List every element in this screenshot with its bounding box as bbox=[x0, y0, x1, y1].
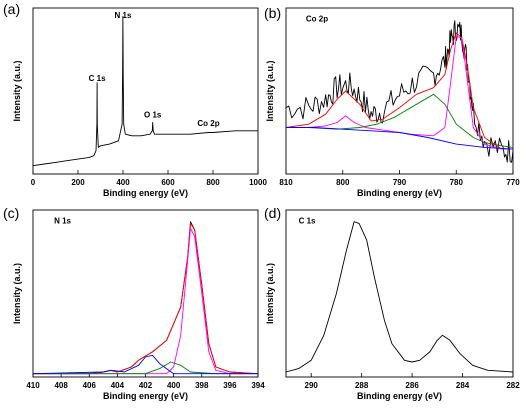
panel-c-x-tick-label: 406 bbox=[83, 381, 97, 390]
panel-b-x-tick-label: 800 bbox=[336, 178, 350, 187]
panel-c-annotation-n1s: N 1s bbox=[54, 216, 71, 225]
panel-b-annotation-co2p: Co 2p bbox=[306, 14, 328, 23]
panel-c-series-1 bbox=[33, 221, 259, 375]
panel-c-x-tick-label: 408 bbox=[54, 381, 68, 390]
panel-c: (c) Binding energy (eV) Intensity (a.u.)… bbox=[3, 205, 265, 401]
panel-a-y-title: Intensity (a.u.) bbox=[12, 60, 22, 121]
panel-d-series-1 bbox=[285, 221, 514, 373]
panel-d-x-tick-label: 282 bbox=[506, 381, 520, 390]
panel-d-letter: (d) bbox=[264, 205, 281, 221]
panel-b-series-1 bbox=[285, 20, 514, 163]
panel-c-series-5 bbox=[32, 354, 258, 375]
panel-c-x-tick-label: 394 bbox=[251, 381, 265, 390]
panel-a-x-title: Binding energy (eV) bbox=[103, 188, 188, 198]
panel-a-x-tick-label: 0 bbox=[31, 178, 36, 187]
panel-a-frame bbox=[32, 7, 259, 175]
panel-c-x-tick-label: 398 bbox=[195, 381, 209, 390]
panel-a-letter: (a) bbox=[3, 1, 20, 17]
panel-c-x-tick-label: 402 bbox=[139, 381, 153, 390]
panel-a-x-tick-label: 400 bbox=[116, 178, 130, 187]
panel-d: (d) Binding energy (eV) Intensity (a.u.)… bbox=[264, 205, 520, 401]
panel-b-series-2 bbox=[285, 32, 513, 150]
panel-b-y-title: Intensity (a.u.) bbox=[265, 60, 275, 121]
panel-b-series-5 bbox=[286, 127, 514, 150]
panel-c-letter: (c) bbox=[3, 205, 19, 221]
panel-b-x-tick-label: 810 bbox=[279, 178, 293, 187]
panel-c-series-3 bbox=[33, 227, 258, 375]
panel-c-x-tick-label: 400 bbox=[167, 381, 181, 390]
panel-d-x-tick-label: 286 bbox=[405, 381, 419, 390]
panel-b-series-4 bbox=[286, 93, 514, 148]
panel-a-x-tick-label: 600 bbox=[161, 178, 175, 187]
panel-c-y-title: Intensity (a.u.) bbox=[12, 263, 22, 324]
panel-a-annotation-c1s: C 1s bbox=[89, 74, 106, 83]
panel-d-y-title: Intensity (a.u.) bbox=[265, 263, 275, 324]
panel-d-x-tick-label: 284 bbox=[456, 381, 470, 390]
panel-b-x-tick-label: 780 bbox=[450, 178, 464, 187]
panel-b-frame bbox=[285, 7, 514, 175]
panel-a-annotation-n1s: N 1s bbox=[115, 11, 132, 20]
panel-c-x-tick-label: 410 bbox=[26, 381, 40, 390]
panel-c-frame bbox=[32, 209, 259, 378]
panel-d-x-tick-label: 288 bbox=[355, 381, 369, 390]
panel-d-x-title: Binding energy (eV) bbox=[357, 391, 442, 401]
panel-b: (b) Binding energy (eV) Intensity (a.u.)… bbox=[264, 5, 520, 198]
panel-b-series-3 bbox=[286, 35, 513, 150]
panel-b-x-tick-label: 790 bbox=[393, 178, 407, 187]
panel-b-letter: (b) bbox=[264, 5, 281, 21]
panel-a-x-tick-label: 1000 bbox=[249, 178, 267, 187]
panel-b-x-title: Binding energy (eV) bbox=[357, 188, 442, 198]
panel-a-x-tick-label: 800 bbox=[206, 178, 220, 187]
panel-a-annotation-o1s: O 1s bbox=[144, 111, 162, 120]
panel-a-annotation-co2p: Co 2p bbox=[197, 119, 219, 128]
panel-a-x-tick-label: 200 bbox=[71, 178, 85, 187]
panel-c-x-tick-label: 396 bbox=[223, 381, 237, 390]
panel-a-series-1 bbox=[32, 15, 258, 167]
panel-a: (a) Binding energy (eV) Intensity (a.u.)… bbox=[3, 1, 267, 198]
panel-c-x-title: Binding energy (eV) bbox=[103, 391, 188, 401]
panel-c-series-2 bbox=[33, 222, 259, 375]
panel-d-annotation-c1s: C 1s bbox=[299, 216, 316, 225]
panel-d-x-tick-label: 290 bbox=[305, 381, 319, 390]
panel-c-x-tick-label: 404 bbox=[111, 381, 125, 390]
panel-d-frame bbox=[285, 209, 514, 378]
panel-b-x-tick-label: 770 bbox=[506, 178, 520, 187]
